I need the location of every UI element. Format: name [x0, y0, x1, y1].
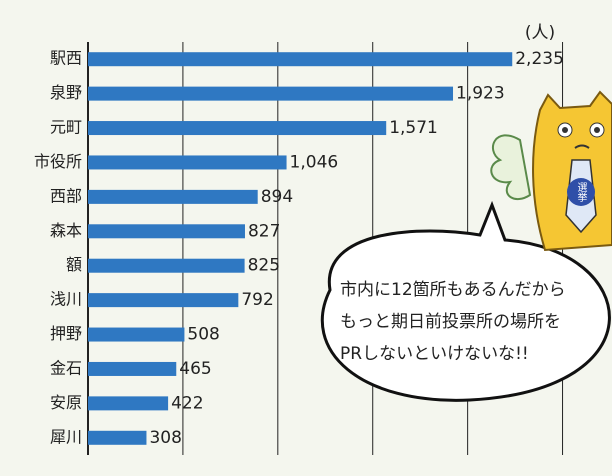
- value-label: 827: [248, 221, 280, 241]
- y-tick-label: 浅川: [50, 290, 82, 309]
- value-label: 1,571: [389, 118, 438, 138]
- y-tick-label: 押野: [50, 324, 82, 343]
- value-label: 422: [171, 393, 203, 413]
- bubble-text: もっと期日前投票所の場所を: [340, 312, 561, 332]
- bar: [88, 121, 386, 135]
- value-label: 792: [241, 290, 273, 310]
- y-tick-label: 元町: [50, 118, 82, 137]
- value-label: 894: [261, 187, 293, 207]
- y-tick-label: 市役所: [34, 152, 82, 171]
- bar: [88, 190, 258, 204]
- bar: [88, 362, 176, 376]
- bar: [88, 224, 245, 238]
- mascot-pupil: [594, 127, 600, 133]
- y-tick-label: 西部: [50, 186, 82, 205]
- value-label: 508: [187, 325, 219, 345]
- chart: 駅西 2,235 泉野 1,923 元町 1,571 市役所 1,046 西部 894 森本 827 額…: [0, 0, 612, 472]
- y-tick-label: 金石: [50, 358, 82, 377]
- value-label: 825: [248, 256, 280, 276]
- value-label: 1,046: [290, 152, 339, 172]
- bubble-text: 市内に12箇所もあるんだから: [340, 280, 566, 300]
- bubble-text: PRしないといけないな!!: [340, 344, 529, 364]
- y-tick-label: 森本: [50, 221, 82, 240]
- bar: [88, 328, 184, 342]
- bar: [88, 87, 453, 101]
- bar: [88, 396, 168, 410]
- y-tick-label: 駅西: [50, 49, 82, 68]
- y-tick-label: 犀川: [50, 427, 82, 446]
- bar: [88, 293, 238, 307]
- value-label: 2,235: [515, 49, 564, 69]
- bar: [88, 155, 287, 169]
- value-label: 308: [149, 428, 181, 448]
- bar: [88, 259, 245, 273]
- value-label: 465: [179, 359, 211, 379]
- y-tick-label: 額: [66, 255, 82, 274]
- bar: [88, 431, 146, 445]
- unit-label: (人): [525, 23, 555, 43]
- page: {"chart_data": {"type": "bar", "orientat…: [0, 0, 612, 472]
- bar: [88, 52, 512, 66]
- value-label: 1,923: [456, 84, 505, 104]
- mascot-badge-text: 選挙: [575, 181, 587, 202]
- y-tick-label: 安原: [50, 393, 82, 412]
- y-tick-label: 泉野: [50, 83, 82, 102]
- mascot-pupil: [562, 127, 568, 133]
